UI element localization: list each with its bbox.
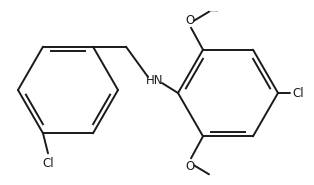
Text: O: O <box>185 14 195 27</box>
Text: Cl: Cl <box>292 87 304 100</box>
Text: O: O <box>185 160 195 173</box>
Text: Cl: Cl <box>42 157 54 170</box>
Text: methyl_stub: methyl_stub <box>210 10 219 12</box>
Text: HN: HN <box>146 73 164 87</box>
